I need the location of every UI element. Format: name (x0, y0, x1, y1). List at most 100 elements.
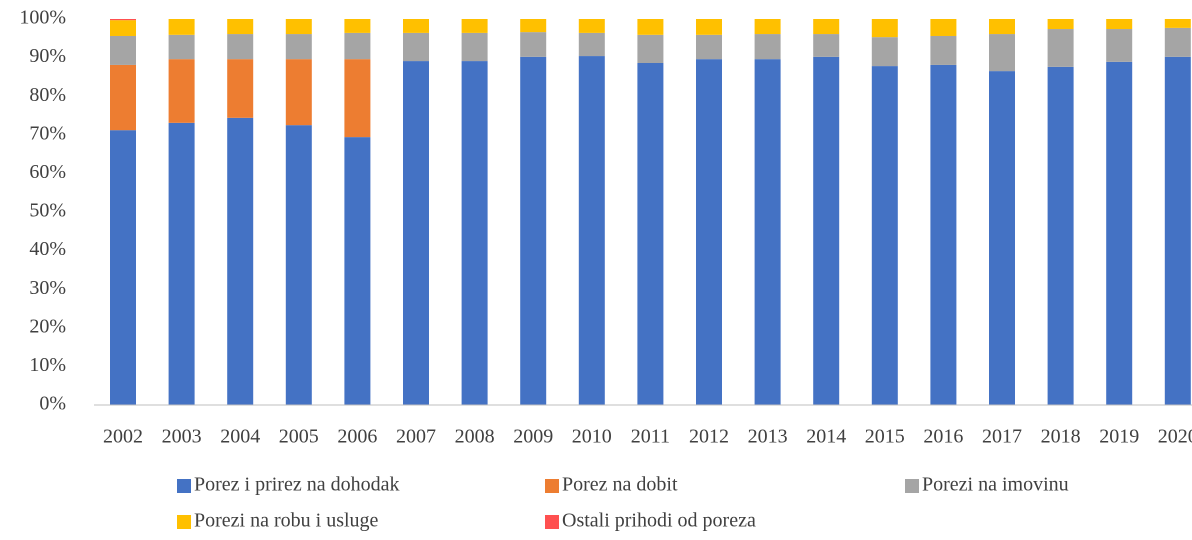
legend-label: Porezi na imovinu (922, 474, 1069, 496)
bar-segment (871, 19, 898, 38)
bar-segment (285, 34, 312, 60)
bar-segment (871, 66, 898, 405)
bar-segment (227, 59, 254, 118)
bar-segment (1106, 61, 1133, 405)
y-tick-label: 70% (29, 122, 66, 144)
bar-segment (1106, 19, 1133, 30)
x-tick-label: 2018 (1041, 426, 1081, 448)
bar-segment (461, 32, 488, 62)
bar-segment (813, 34, 840, 57)
bar-segment (754, 34, 781, 60)
x-tick-label: 2003 (162, 426, 202, 448)
x-tick-label: 2013 (748, 426, 788, 448)
bar-segment (1047, 19, 1074, 30)
x-tick-label: 2019 (1099, 426, 1139, 448)
bar-segment (754, 19, 781, 35)
bar-segment (344, 137, 371, 405)
y-tick-label: 90% (29, 45, 66, 67)
x-tick-label: 2020 (1158, 426, 1192, 448)
legend-swatch (905, 479, 919, 493)
bar-segment (285, 19, 312, 35)
y-tick-label: 60% (29, 161, 66, 183)
bar-segment (168, 59, 195, 123)
bar-segment (696, 34, 722, 60)
legend-label: Porez i prirez na dohodak (194, 474, 399, 496)
bar-segment (813, 19, 840, 35)
legend-label: Porezi na robu i usluge (194, 510, 379, 532)
bar-segment (1047, 29, 1074, 67)
bar-segment (403, 32, 429, 62)
y-tick-label: 20% (29, 315, 66, 337)
bar-segment (403, 61, 429, 405)
bar-segment (168, 34, 195, 60)
y-tick-label: 80% (29, 84, 66, 106)
bar-segment (930, 19, 957, 36)
bar-segment (520, 56, 547, 405)
bar-segment (285, 59, 312, 126)
bar-segment (696, 19, 722, 35)
y-tick-label: 10% (29, 354, 66, 376)
bar-segment (344, 32, 371, 60)
bar-segment (989, 34, 1015, 72)
bar-segment (520, 19, 547, 33)
bar-segment (461, 61, 488, 405)
legend-label: Porez na dobit (562, 474, 678, 496)
x-tick-label: 2004 (220, 426, 260, 448)
x-tick-label: 2009 (513, 426, 553, 448)
x-tick-label: 2007 (396, 426, 436, 448)
x-tick-label: 2016 (923, 426, 963, 448)
bar-segment (1164, 19, 1191, 28)
y-tick-label: 50% (29, 200, 66, 222)
bar-segment (403, 19, 429, 33)
bar-segment (227, 34, 254, 60)
x-tick-label: 2002 (103, 426, 143, 448)
bar-segment (989, 71, 1015, 406)
legend-label: Ostali prihodi od poreza (562, 510, 756, 532)
bar-segment (520, 32, 547, 57)
bar-segment (637, 19, 664, 35)
bar-segment (1106, 29, 1133, 62)
bar-segment (930, 35, 957, 65)
x-tick-label: 2012 (689, 426, 729, 448)
y-tick-label: 40% (29, 238, 66, 260)
y-tick-label: 0% (39, 393, 66, 415)
bar-segment (227, 117, 254, 405)
bar-segment (110, 20, 136, 36)
bar-segment (696, 59, 722, 405)
bar-segment (578, 32, 605, 57)
bar-segment (1047, 66, 1074, 405)
bar-segment (754, 59, 781, 405)
bar-segment (989, 19, 1015, 35)
bar-segment (1164, 56, 1191, 405)
x-tick-label: 2008 (455, 426, 495, 448)
bar-segment (813, 56, 840, 405)
legend-swatch (177, 479, 191, 493)
legend-swatch (545, 515, 559, 529)
legend-swatch (177, 515, 191, 529)
bar-segment (110, 35, 136, 65)
bar-segment (871, 37, 898, 67)
bar-segment (578, 56, 605, 405)
bar-segment (578, 19, 605, 33)
y-tick-label: 30% (29, 277, 66, 299)
bar-segment (168, 122, 195, 406)
bar-segment (344, 59, 371, 138)
bar-segment (637, 34, 664, 64)
x-tick-label: 2006 (337, 426, 377, 448)
y-tick-label: 100% (19, 7, 66, 29)
legend-swatch (545, 479, 559, 493)
x-tick-label: 2005 (279, 426, 319, 448)
bar-segment (227, 19, 254, 35)
bar-segment (110, 19, 136, 21)
bar-segment (110, 64, 136, 131)
x-tick-label: 2015 (865, 426, 905, 448)
bar-segment (637, 63, 664, 406)
bar-segment (344, 19, 371, 33)
x-tick-label: 2017 (982, 426, 1022, 448)
bar-segment (461, 19, 488, 33)
bar-segment (930, 64, 957, 406)
bar-segment (285, 125, 312, 406)
bar-segment (168, 19, 195, 35)
bar-segment (110, 130, 136, 405)
